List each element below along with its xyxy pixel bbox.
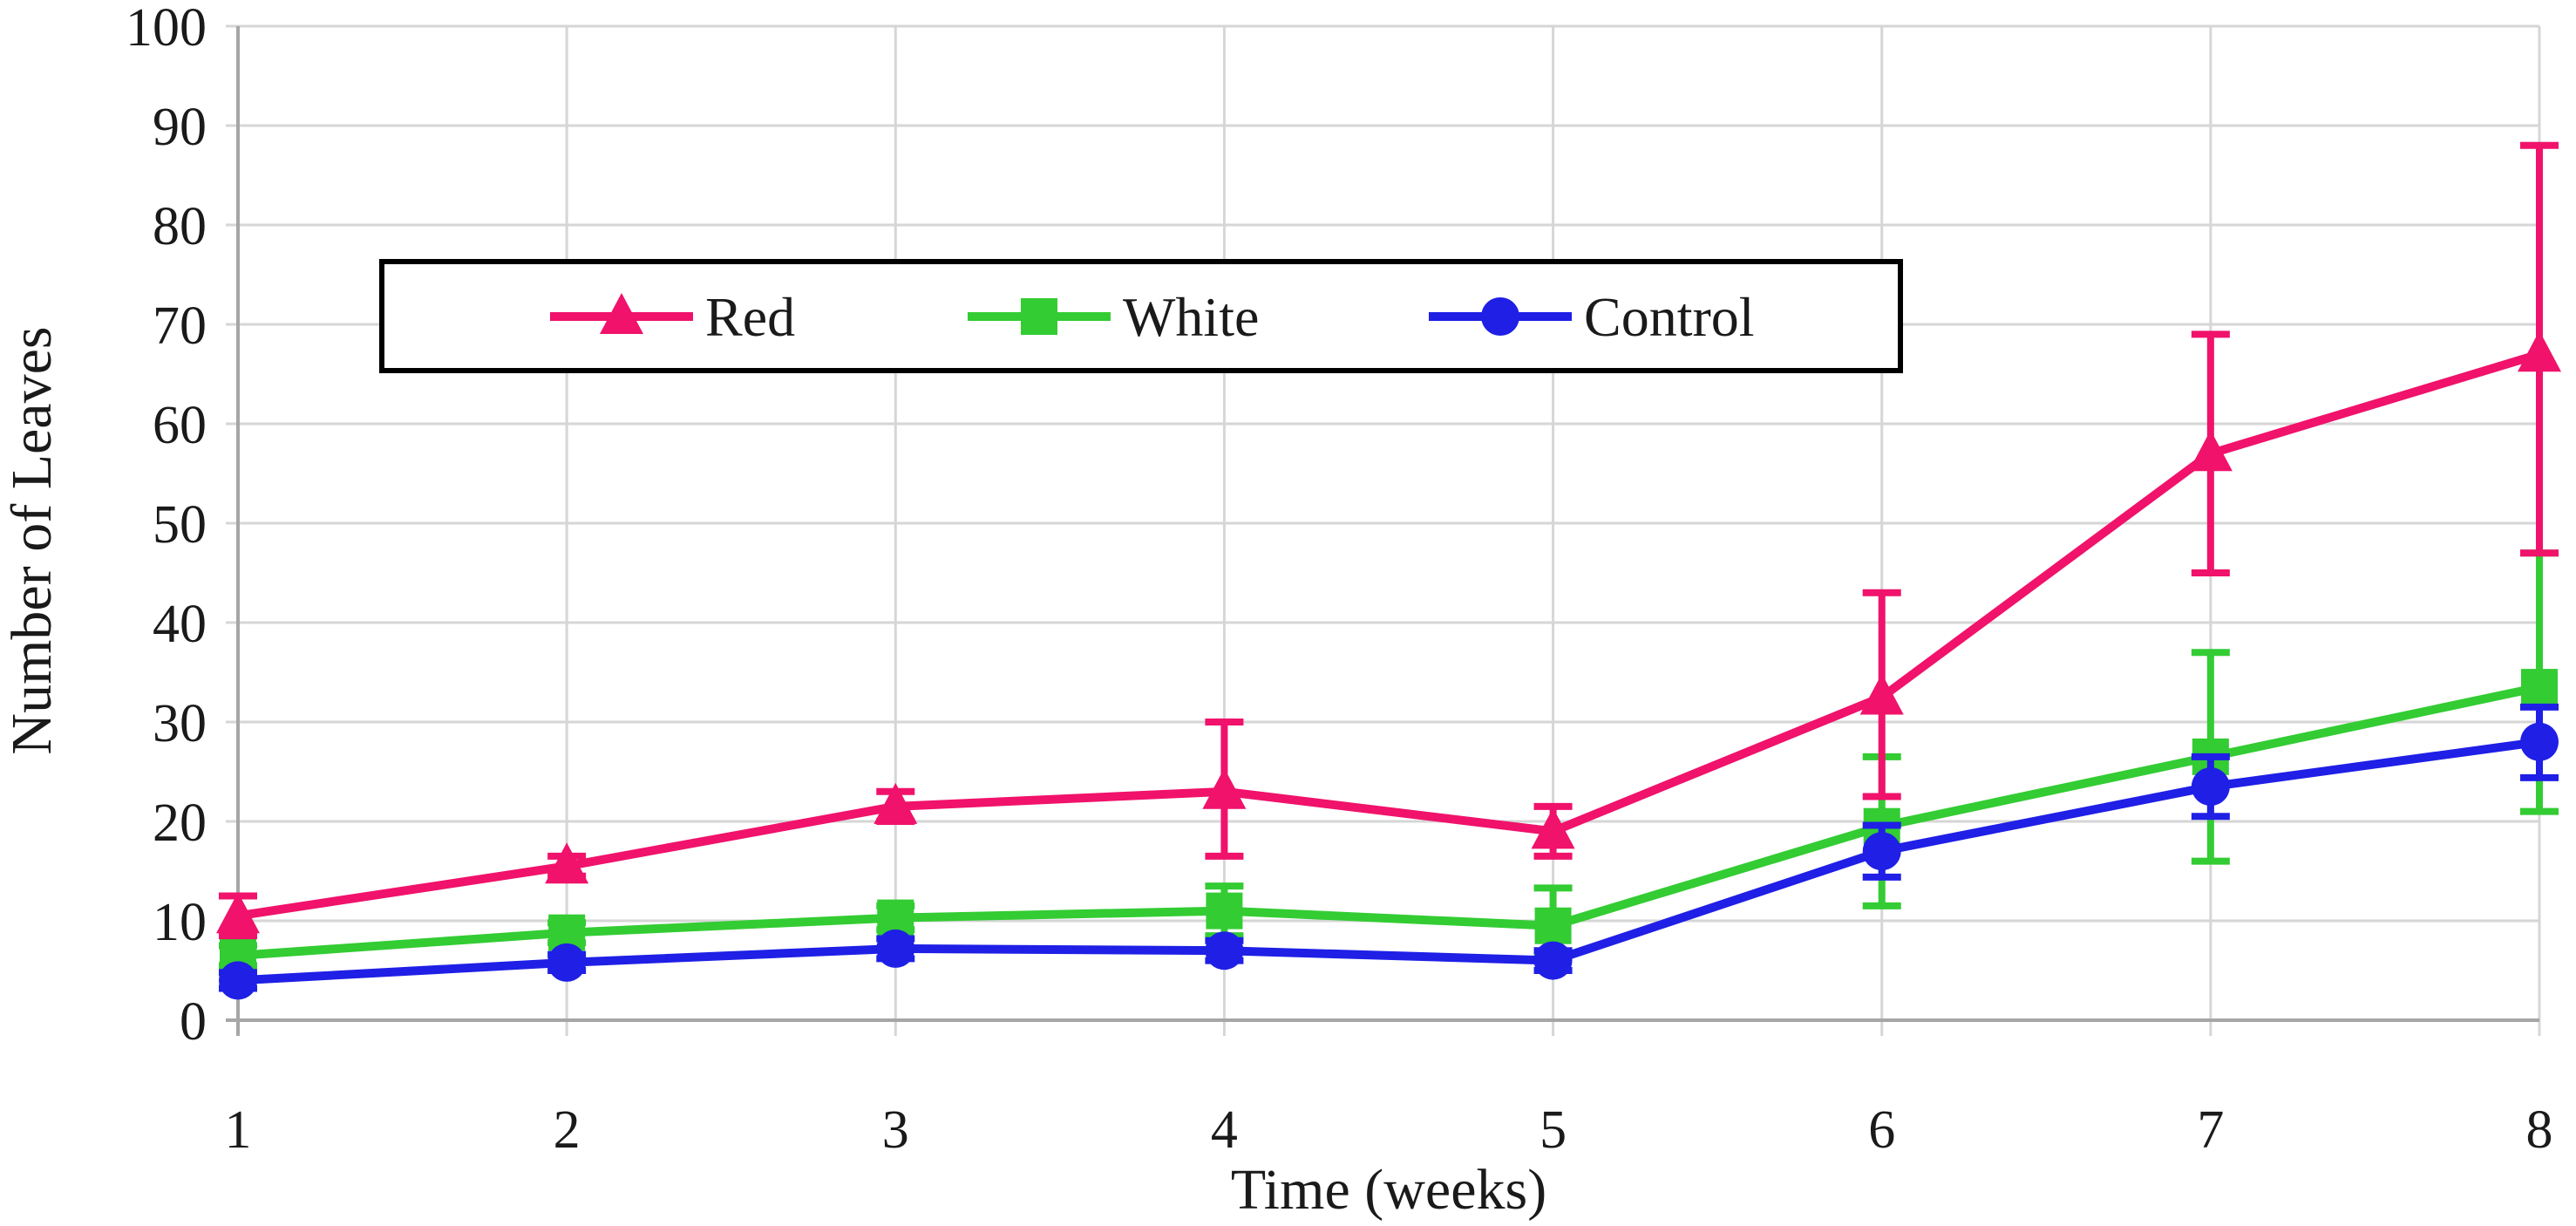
legend-item-red: Red (550, 286, 795, 348)
x-tick-label: 7 (2197, 1100, 2224, 1160)
white-line (237, 683, 2541, 960)
x-tick-label: 5 (1539, 1100, 1567, 1160)
y-tick-label: 60 (153, 396, 207, 455)
legend-item-white: White (968, 286, 1259, 348)
red-triangle-marker (2518, 330, 2561, 372)
x-tick-label: 4 (1211, 1100, 1238, 1160)
red-line (237, 350, 2541, 921)
y-tick-label: 20 (153, 793, 207, 853)
red-triangle-marker (1859, 673, 1904, 715)
red-triangle-marker (545, 842, 589, 884)
x-tick-label: 1 (225, 1100, 252, 1160)
y-tick-label: 100 (126, 0, 207, 58)
y-tick-label: 80 (153, 197, 207, 256)
y-tick-label: 70 (153, 296, 207, 356)
control-circle-marker (547, 943, 587, 982)
x-tick-label: 3 (882, 1100, 909, 1160)
legend-box (379, 259, 1903, 373)
x-tick-label: 8 (2526, 1100, 2553, 1160)
x-tick-label: 6 (1868, 1100, 1895, 1160)
control-circle-marker (219, 961, 257, 1000)
y-axis-title: Number of Leaves (0, 326, 64, 754)
legend-label: Control (1584, 286, 1755, 348)
control-circle-marker (1862, 832, 1901, 871)
red-triangle-marker (873, 782, 918, 824)
y-tick-label: 50 (153, 495, 207, 555)
axis-tick-labels: 0 10 20 30 40 50 60 70 80 90 100 1 2 3 4 5 6 7 8 (126, 0, 2553, 1160)
gridlines (226, 24, 2541, 1036)
y-tick-label: 90 (153, 98, 207, 157)
y-tick-label: 30 (153, 694, 207, 753)
legend-label: White (1123, 286, 1259, 348)
legend: Red White Control (379, 259, 1903, 373)
series-layer (216, 141, 2561, 1000)
control-circle-marker (1205, 931, 1244, 971)
series-red (216, 141, 2561, 940)
white-square-marker (1534, 907, 1572, 944)
legend-label: Red (705, 286, 795, 348)
series-control (219, 703, 2559, 1000)
red-triangle-marker (1531, 807, 1575, 849)
legend-white-square-marker (1021, 298, 1057, 335)
y-tick-label: 40 (153, 595, 207, 654)
control-line (237, 737, 2540, 985)
legend-red-triangle-marker (600, 293, 643, 334)
y-tick-label: 10 (153, 893, 207, 952)
white-square-marker (1206, 892, 1243, 930)
x-tick-label: 2 (554, 1100, 581, 1160)
legend-item-control: Control (1429, 286, 1755, 348)
control-circle-marker (1533, 941, 1573, 980)
red-triangle-marker (2188, 430, 2233, 472)
control-circle-marker (2520, 722, 2559, 761)
red-triangle-marker (216, 892, 260, 934)
control-circle-marker (2191, 767, 2230, 807)
y-tick-label: 0 (180, 992, 207, 1052)
white-square-marker (2521, 669, 2558, 706)
control-circle-marker (876, 929, 915, 968)
legend-control-circle-marker (1481, 297, 1519, 336)
red-triangle-marker (1202, 767, 1247, 809)
x-axis-title: Time (weeks) (1231, 1158, 1546, 1222)
